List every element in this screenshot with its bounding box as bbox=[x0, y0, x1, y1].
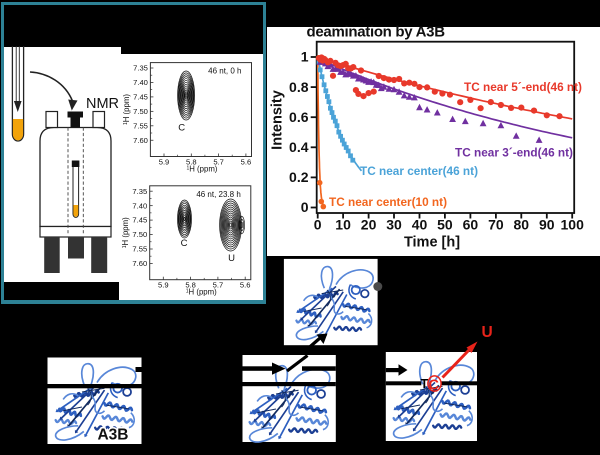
svg-text:50: 50 bbox=[437, 217, 453, 233]
svg-text:7.60: 7.60 bbox=[133, 136, 148, 145]
svg-text:C: C bbox=[178, 123, 185, 134]
svg-text:7.50: 7.50 bbox=[133, 107, 148, 116]
svg-text:A3B: A3B bbox=[97, 427, 128, 444]
svg-text:5.7: 5.7 bbox=[213, 281, 224, 290]
svg-text:60: 60 bbox=[463, 217, 479, 233]
svg-text:1: 1 bbox=[301, 49, 309, 65]
svg-text:100: 100 bbox=[561, 217, 585, 233]
svg-text:1H (ppm): 1H (ppm) bbox=[186, 164, 217, 173]
svg-text:5.6: 5.6 bbox=[240, 281, 251, 290]
svg-text:NMR: NMR bbox=[86, 96, 119, 112]
svg-text:70: 70 bbox=[488, 217, 504, 233]
svg-text:7.45: 7.45 bbox=[132, 216, 147, 225]
svg-text:46 nt, 23.8 h: 46 nt, 23.8 h bbox=[196, 190, 240, 199]
svg-text:deamination by A3B: deamination by A3B bbox=[307, 23, 446, 40]
svg-text:TC near 3´-end(46 nt): TC near 3´-end(46 nt) bbox=[455, 146, 573, 160]
svg-text:7.55: 7.55 bbox=[132, 245, 147, 254]
svg-text:0.4: 0.4 bbox=[289, 139, 309, 155]
svg-text:TC near center(46 nt): TC near center(46 nt) bbox=[360, 164, 478, 178]
svg-text:T: T bbox=[421, 377, 429, 391]
svg-text:5.6: 5.6 bbox=[241, 157, 252, 166]
svg-text:30: 30 bbox=[386, 217, 402, 233]
svg-text:1H (ppm): 1H (ppm) bbox=[122, 94, 131, 125]
svg-text:40: 40 bbox=[412, 217, 428, 233]
svg-text:7.55: 7.55 bbox=[133, 121, 148, 130]
svg-text:10: 10 bbox=[335, 217, 351, 233]
svg-text:5.7: 5.7 bbox=[213, 157, 224, 166]
svg-text:5.8: 5.8 bbox=[185, 281, 196, 290]
svg-text:7.60: 7.60 bbox=[132, 259, 147, 268]
svg-text:80: 80 bbox=[514, 217, 530, 233]
svg-text:5.9: 5.9 bbox=[159, 157, 170, 166]
svg-text:C: C bbox=[181, 238, 188, 249]
svg-text:7.35: 7.35 bbox=[133, 64, 148, 73]
svg-text:Intensity: Intensity bbox=[270, 90, 286, 150]
svg-text:0: 0 bbox=[314, 217, 322, 233]
svg-text:TC near center(10 nt): TC near center(10 nt) bbox=[329, 195, 447, 209]
svg-text:7.50: 7.50 bbox=[132, 230, 147, 239]
svg-text:5.8: 5.8 bbox=[186, 157, 197, 166]
svg-text:0.8: 0.8 bbox=[289, 79, 309, 95]
svg-text:46 nt, 0 h: 46 nt, 0 h bbox=[208, 67, 241, 76]
svg-text:7.40: 7.40 bbox=[132, 201, 147, 210]
svg-text:U: U bbox=[482, 324, 493, 341]
svg-text:C: C bbox=[429, 378, 440, 394]
svg-text:7.45: 7.45 bbox=[133, 93, 148, 102]
svg-text:0.6: 0.6 bbox=[289, 109, 309, 125]
svg-text:20: 20 bbox=[361, 217, 377, 233]
svg-text:0.2: 0.2 bbox=[289, 169, 309, 185]
svg-text:Time [h]: Time [h] bbox=[404, 235, 460, 251]
svg-text:90: 90 bbox=[539, 217, 555, 233]
svg-text:7.35: 7.35 bbox=[132, 187, 147, 196]
svg-text:1H (ppm): 1H (ppm) bbox=[121, 217, 130, 248]
svg-text:1H (ppm): 1H (ppm) bbox=[186, 288, 217, 297]
svg-text:7.40: 7.40 bbox=[133, 78, 148, 87]
svg-text:TC near 5´-end(46 nt): TC near 5´-end(46 nt) bbox=[464, 80, 582, 94]
svg-text:U: U bbox=[228, 253, 235, 264]
svg-text:0: 0 bbox=[301, 199, 309, 215]
svg-text:5.9: 5.9 bbox=[158, 281, 169, 290]
